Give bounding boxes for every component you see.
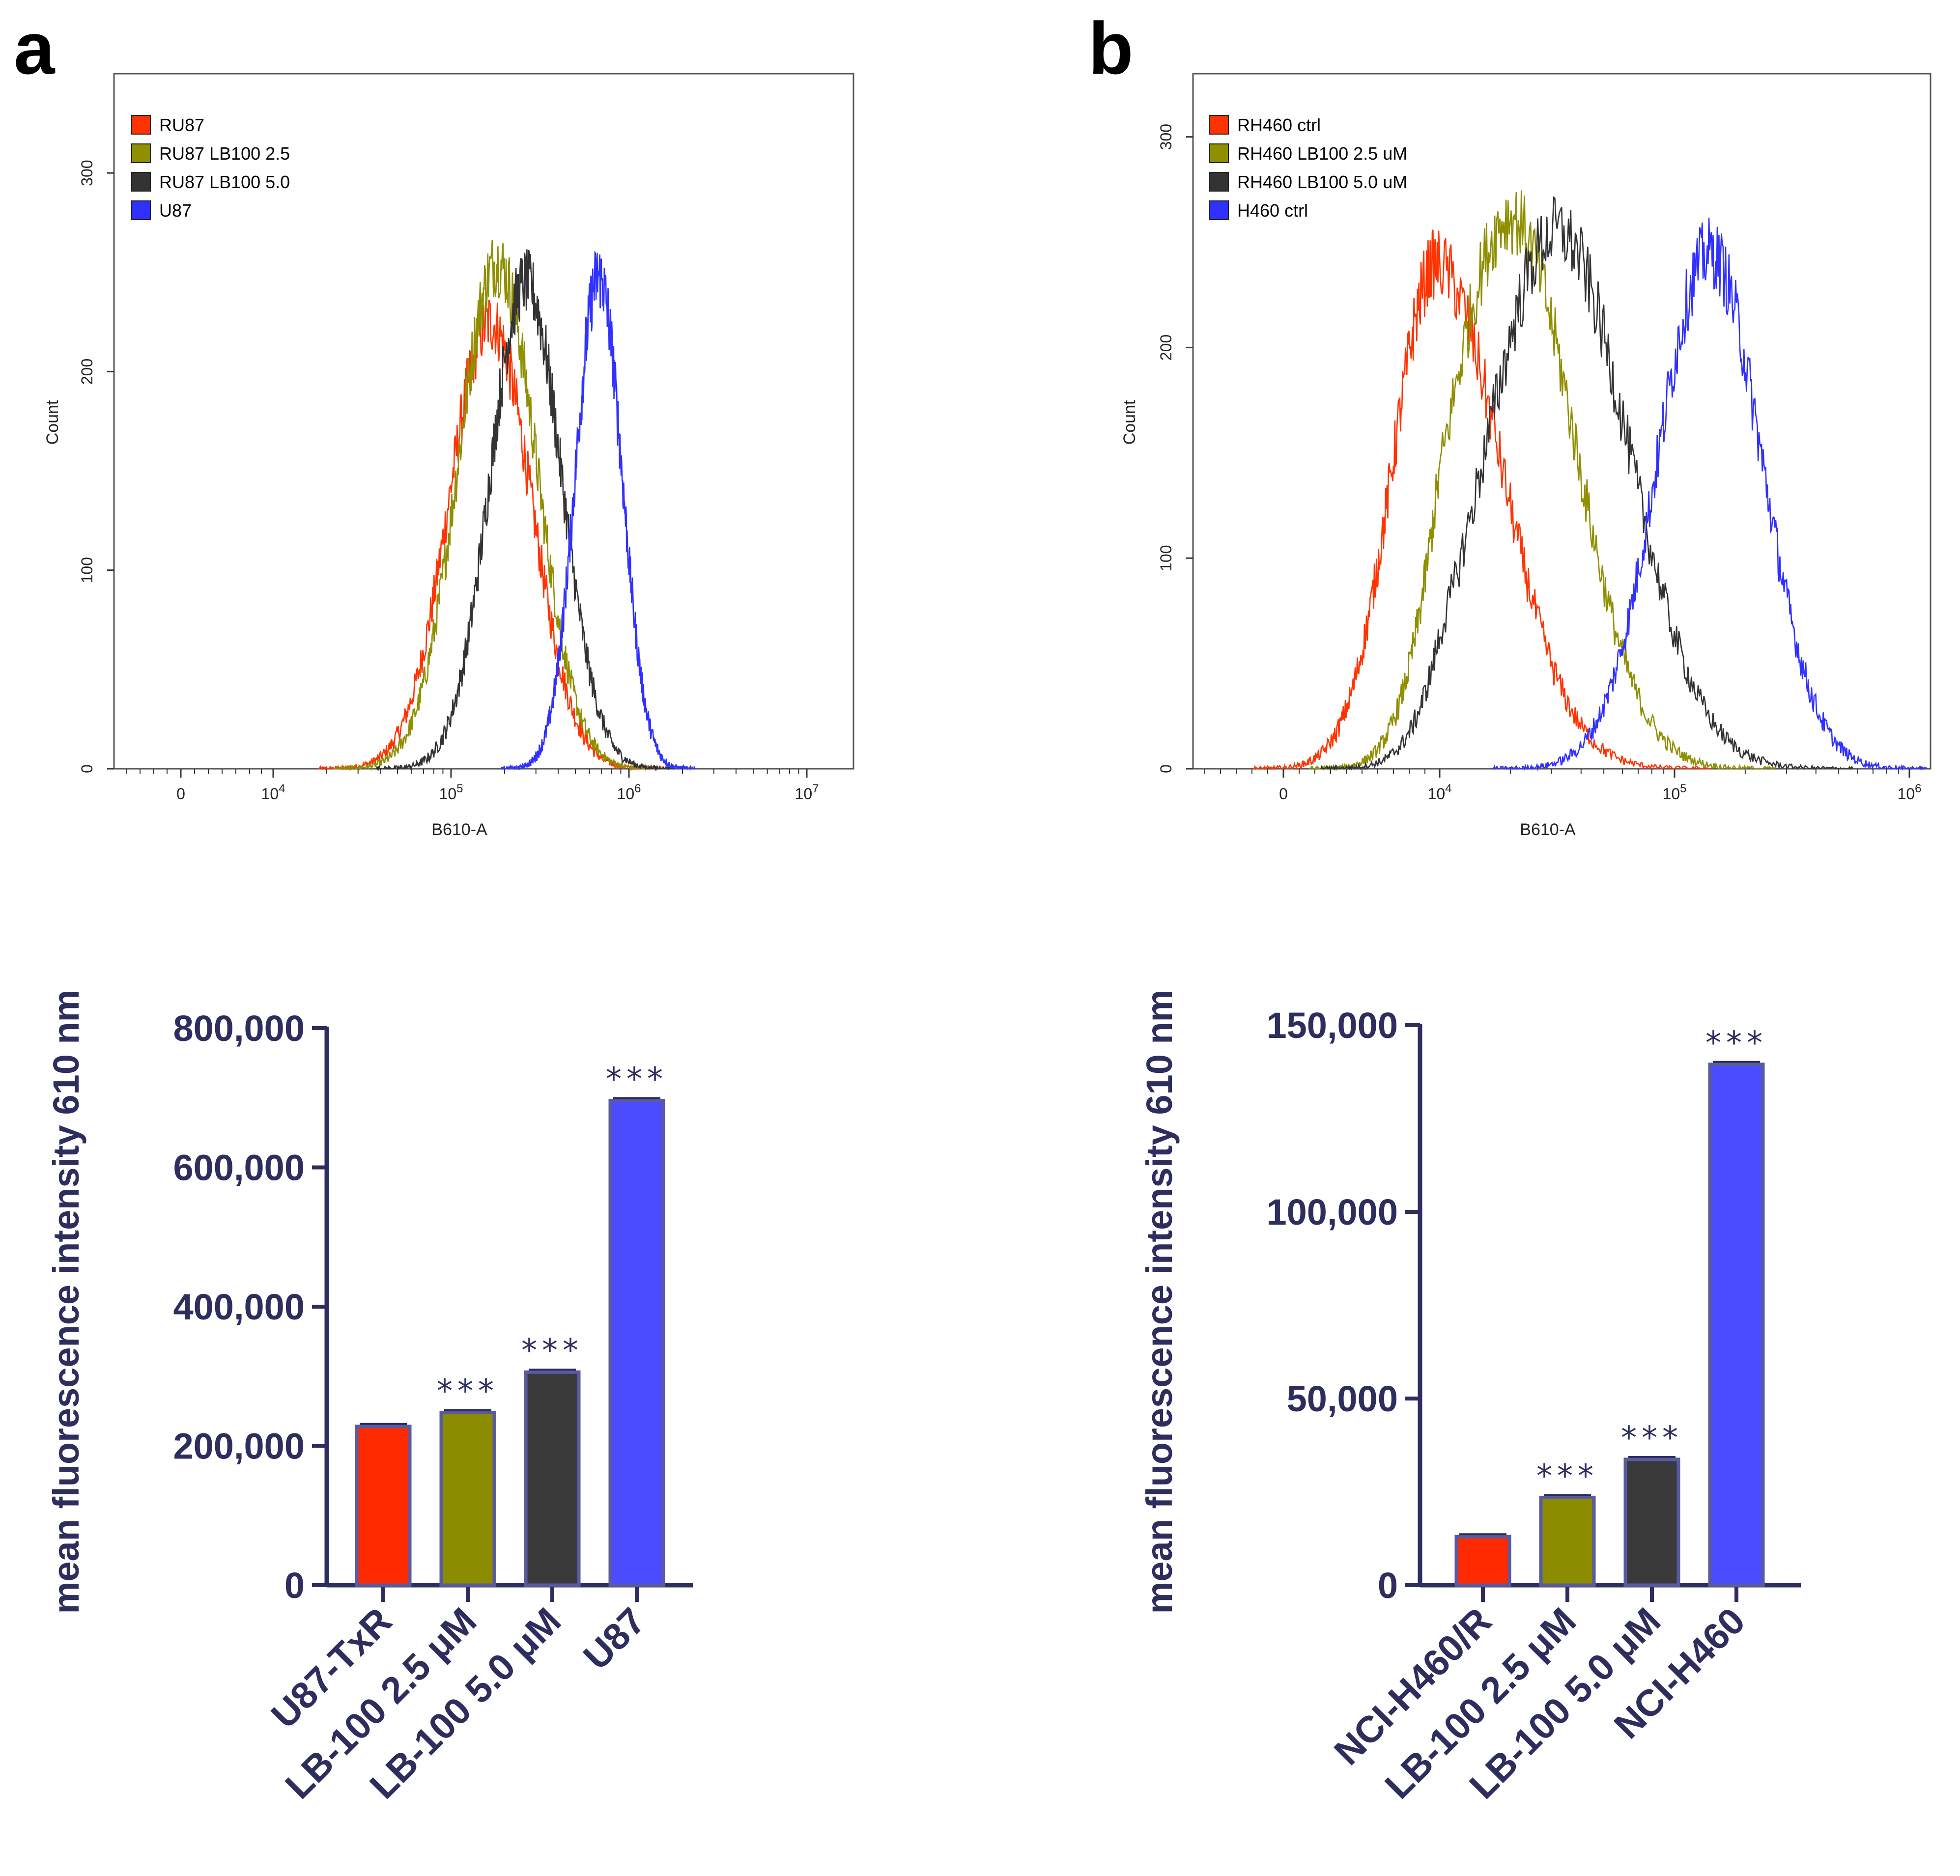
histogram-a-xlabel: B610-A — [431, 820, 487, 839]
y-tick-label: 0 — [78, 764, 96, 773]
bar — [1539, 1495, 1596, 1587]
significance-marker: *** — [1536, 1458, 1598, 1494]
significance-marker: *** — [1705, 1025, 1767, 1062]
x-tick-label: 107 — [795, 782, 819, 803]
legend-entry: RH460 ctrl — [1237, 115, 1321, 135]
histogram-series-line — [501, 250, 696, 771]
legend-entry: RU87 LB100 5.0 — [159, 172, 290, 192]
x-tick-label: 0 — [176, 785, 185, 803]
bar — [1708, 1063, 1765, 1587]
x-tick-label: 105 — [439, 782, 463, 803]
histogram-series-line — [1308, 190, 1777, 771]
histogram-a-y-ticks: 0 100 200 300 — [78, 160, 114, 773]
legend-entry: RU87 — [159, 115, 204, 135]
histogram-a-curves — [317, 240, 696, 771]
legend-entry: U87 — [159, 200, 192, 221]
bar — [355, 1425, 412, 1587]
y-tick-label: 100 — [78, 557, 96, 583]
x-tick-label: 106 — [1898, 782, 1922, 803]
significance-marker: *** — [1621, 1420, 1683, 1456]
histogram-b-legend: RH460 ctrl RH460 LB100 2.5 uM RH460 LB100 … — [1209, 115, 1407, 221]
legend-entry: H460 ctrl — [1237, 200, 1308, 221]
significance-marker: *** — [606, 1061, 668, 1097]
histogram-a-frame — [113, 73, 854, 770]
histogram-a-legend: RU87 RU87 LB100 2.5 RU87 LB100 5.0 U87 — [131, 115, 290, 221]
histogram-b-x-ticks: 0 104 105 106 — [1204, 769, 1922, 803]
y-tick-label: 100,000 — [1267, 1192, 1398, 1232]
bar-chart-b-bars: *** *** *** — [1454, 1025, 1767, 1587]
x-tick-label: 104 — [1428, 782, 1452, 803]
y-tick-label: 150,000 — [1267, 1005, 1398, 1046]
histogram-a-x-ticks: 0 104 105 106 107 — [126, 769, 819, 803]
legend-entry: RH460 LB100 2.5 uM — [1237, 143, 1407, 164]
legend-entry: RH460 LB100 5.0 uM — [1237, 172, 1407, 192]
bar — [439, 1410, 496, 1587]
histogram-a: 0 100 200 300 0 104 105 106 107 Count B610-A RU… — [43, 73, 854, 839]
y-tick-label: 0 — [284, 1565, 305, 1606]
panel-letter-b: b — [1088, 7, 1134, 89]
histogram-b: 0 100 200 300 0 104 105 106 Count B610-A RH460… — [1120, 73, 1932, 839]
x-tick-label: 0 — [1279, 785, 1288, 803]
y-tick-label: 200,000 — [173, 1426, 305, 1467]
y-tick-label: 50,000 — [1287, 1378, 1398, 1419]
histogram-series-line — [317, 300, 663, 771]
legend-swatch — [1209, 172, 1229, 192]
y-tick-label: 300 — [1157, 124, 1175, 150]
histogram-b-ylabel: Count — [1120, 400, 1139, 445]
legend-swatch — [131, 115, 151, 135]
bar-chart-b-ylabel: mean fluorescence intensity 610 nm — [1139, 990, 1180, 1614]
x-tick-label: 105 — [1663, 782, 1687, 803]
y-tick-label: 200 — [78, 359, 96, 385]
panel-letter-a: a — [14, 7, 56, 89]
legend-swatch — [1209, 143, 1229, 163]
bar — [608, 1098, 665, 1587]
legend-swatch — [1209, 115, 1229, 135]
y-tick-label: 0 — [1378, 1565, 1398, 1606]
y-tick-label: 300 — [78, 160, 96, 186]
histogram-series-line — [1252, 229, 1711, 771]
y-tick-label: 800,000 — [173, 1008, 305, 1049]
histogram-b-frame — [1192, 73, 1932, 770]
bar-chart-a-ylabel: mean fluorescence intensity 610 nm — [46, 990, 86, 1614]
significance-marker: *** — [437, 1373, 499, 1409]
legend-swatch — [131, 143, 151, 163]
histogram-b-y-ticks: 0 100 200 300 — [1157, 124, 1193, 773]
histogram-series-line — [1320, 196, 1854, 771]
bar-chart-a-bars: *** *** *** — [355, 1061, 668, 1587]
bar-chart-a: 0200,000400,000600,000800,000U87-TxRLB-1… — [46, 990, 693, 1807]
y-tick-label: 400,000 — [173, 1287, 305, 1327]
y-tick-label: 200 — [1157, 335, 1175, 361]
histogram-b-xlabel: B610-A — [1520, 820, 1576, 839]
bar — [1454, 1535, 1511, 1587]
y-tick-label: 600,000 — [173, 1148, 305, 1188]
significance-marker: *** — [521, 1333, 583, 1369]
x-tick-label: 104 — [261, 782, 285, 803]
legend-swatch — [131, 200, 151, 220]
histogram-series-line — [375, 249, 676, 771]
histogram-b-curves — [1252, 190, 1928, 771]
histogram-series-line — [1492, 218, 1928, 771]
y-tick-label: 0 — [1157, 764, 1175, 773]
legend-swatch — [1209, 200, 1229, 220]
legend-entry: RU87 LB100 2.5 — [159, 143, 290, 164]
category-label: U87 — [575, 1600, 653, 1678]
bar — [524, 1370, 581, 1587]
x-tick-label: 106 — [617, 782, 641, 803]
y-tick-label: 100 — [1157, 545, 1175, 571]
histogram-series-line — [332, 240, 662, 771]
histogram-a-ylabel: Count — [43, 400, 62, 445]
legend-swatch — [131, 172, 151, 192]
bar — [1623, 1457, 1680, 1587]
